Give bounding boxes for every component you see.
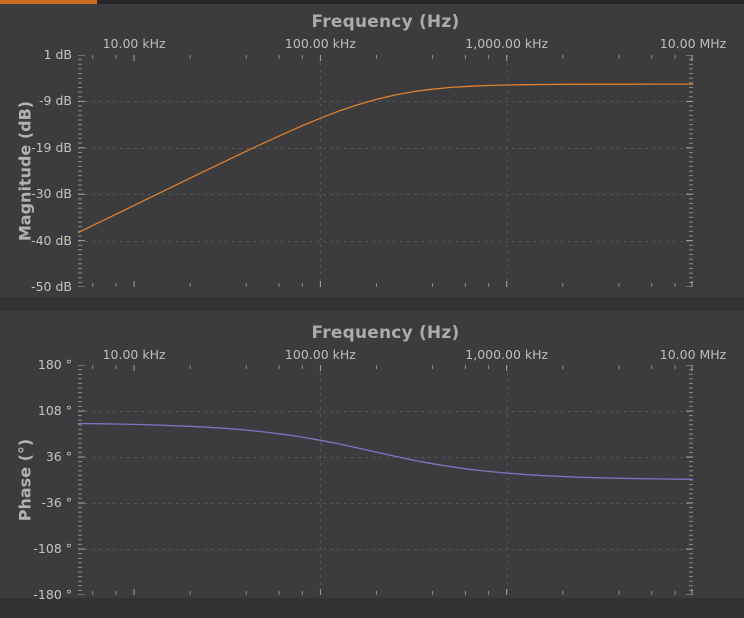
y-tick-label: -9 dB bbox=[39, 93, 72, 109]
x-tick-label: 100.00 kHz bbox=[284, 347, 356, 362]
y-tick-label: -30 dB bbox=[31, 186, 72, 202]
x-tick-label: 1,000.00 kHz bbox=[465, 347, 549, 362]
magnitude-plot-area[interactable] bbox=[78, 55, 693, 287]
y-tick-label: -180 ° bbox=[33, 587, 72, 602]
y-tick-label: 1 dB bbox=[43, 47, 72, 62]
x-tick-label: 10.00 kHz bbox=[102, 36, 166, 51]
sweep-progress-bar bbox=[0, 0, 97, 4]
x-tick-label: 100.00 kHz bbox=[284, 36, 356, 51]
y-tick-label: -108 ° bbox=[33, 541, 72, 556]
y-tick-label: -36 ° bbox=[41, 495, 72, 510]
phase-plot-area[interactable] bbox=[78, 365, 693, 595]
y-tick-label: -19 dB bbox=[31, 139, 72, 155]
panel-separator bbox=[0, 297, 744, 311]
x-tick-label: 1,000.00 kHz bbox=[465, 36, 549, 51]
y-tick-label: -50 dB bbox=[31, 279, 72, 294]
x-tick-label: 10.00 MHz bbox=[659, 347, 727, 362]
x-tick-label: 10.00 MHz bbox=[659, 36, 727, 51]
x-tick-label: 10.00 kHz bbox=[102, 347, 166, 362]
top-border-strip bbox=[0, 0, 744, 4]
phase-x-axis-title: Frequency (Hz) bbox=[311, 323, 460, 343]
magnitude-x-axis-title: Frequency (Hz) bbox=[311, 12, 460, 32]
y-tick-label: 36 ° bbox=[45, 449, 72, 464]
y-tick-label: 180 ° bbox=[37, 357, 72, 372]
y-tick-label: 108 ° bbox=[37, 403, 72, 418]
phase-y-axis-title: Phase (°) bbox=[15, 438, 35, 522]
bottom-border-strip bbox=[0, 598, 744, 618]
y-tick-label: -40 dB bbox=[31, 232, 72, 248]
